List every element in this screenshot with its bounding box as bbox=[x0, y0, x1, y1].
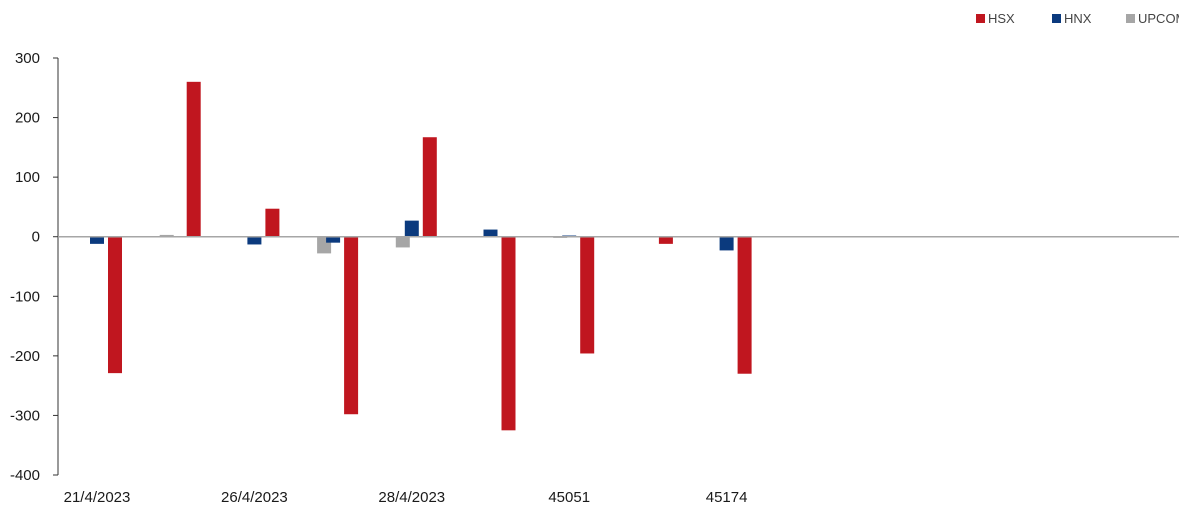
bar-hsx bbox=[344, 236, 359, 415]
bar-hsx bbox=[108, 236, 122, 374]
bar-hnx bbox=[326, 236, 341, 243]
legend-swatch-hsx bbox=[976, 14, 985, 23]
bar-hsx bbox=[186, 81, 201, 237]
bar-hnx bbox=[719, 236, 734, 251]
bar-hnx bbox=[404, 220, 419, 237]
x-tick-label: 26/4/2023 bbox=[221, 489, 288, 506]
y-tick-label: 100 bbox=[15, 169, 40, 186]
bar-hsx bbox=[501, 236, 516, 431]
y-tick-label: -400 bbox=[10, 467, 40, 484]
y-tick-label: -200 bbox=[10, 348, 40, 365]
legend-label-hnx: HNX bbox=[1064, 11, 1092, 26]
bar-hnx bbox=[483, 229, 498, 237]
bars bbox=[90, 81, 752, 431]
bar-upcom bbox=[395, 236, 410, 248]
x-tick-label: 21/4/2023 bbox=[64, 489, 131, 506]
legend-label-upcom: UPCOM bbox=[1138, 11, 1179, 26]
y-tick-label: 300 bbox=[15, 50, 40, 67]
bar-hsx bbox=[580, 236, 595, 354]
bar-upcom bbox=[159, 234, 174, 237]
bar-hsx bbox=[658, 236, 673, 244]
x-axis: 21/4/2023 26/4/2023 28/4/2023 45051 45174 bbox=[64, 489, 748, 506]
y-tick-label: -300 bbox=[10, 407, 40, 424]
legend-swatch-upcom bbox=[1126, 14, 1135, 23]
bar-hnx bbox=[90, 236, 104, 244]
bar-hsx bbox=[737, 236, 752, 374]
y-tick-label: 0 bbox=[32, 229, 40, 246]
legend-label-hsx: HSX bbox=[988, 11, 1015, 26]
legend: HSX HNX UPCOM bbox=[976, 11, 1179, 26]
y-axis: 300 200 100 0 -100 -200 -300 -400 bbox=[10, 50, 59, 484]
bar-hsx bbox=[265, 208, 280, 237]
x-tick-label: 28/4/2023 bbox=[378, 489, 445, 506]
legend-swatch-hnx bbox=[1052, 14, 1061, 23]
bar-hnx bbox=[247, 236, 262, 245]
x-tick-label: 45051 bbox=[548, 489, 590, 506]
y-tick-label: 200 bbox=[15, 110, 40, 127]
x-tick-label: 45174 bbox=[706, 489, 748, 506]
bar-hsx bbox=[422, 137, 437, 237]
y-tick-label: -100 bbox=[10, 288, 40, 305]
